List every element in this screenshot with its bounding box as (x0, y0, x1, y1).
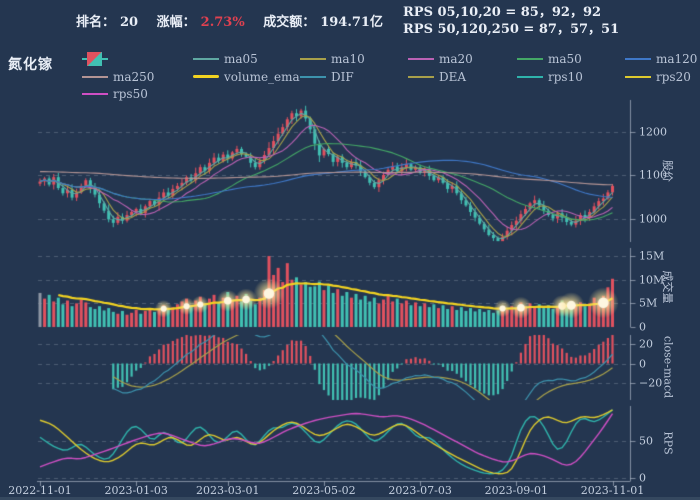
legend-label: ma250 (113, 69, 155, 84)
rps-summary-line-2: RPS 50,120,250 = 87，57，51 (403, 22, 620, 37)
x-tick-label: 2023-07-03 (388, 484, 452, 497)
legend-label: ma120 (656, 52, 698, 66)
y-tick-label: 15M (639, 249, 665, 263)
y-tick-label: 20 (639, 337, 653, 351)
legend: ma05 ma10 ma20 ma50 ma120 ma250 volume_ema DIF D… (0, 0, 700, 105)
legend-label: DIF (331, 69, 354, 84)
turnover-value: 194.71亿 (320, 15, 383, 30)
legend-swatch-ma120 (625, 58, 651, 60)
legend-swatch-ma250 (82, 75, 108, 78)
x-tick-label: 2023-09-01 (484, 484, 549, 497)
legend-label: ma10 (331, 52, 365, 66)
y-tick-label: 5M (639, 296, 658, 310)
axis-title-macd: close-macd (661, 335, 675, 399)
rank-value: 20 (120, 15, 139, 30)
legend-swatch-ma20 (408, 58, 434, 60)
legend-swatch-rps50 (82, 93, 108, 95)
legend-swatch-rps10 (517, 75, 543, 78)
x-tick-label: 2022-11-01 (8, 484, 72, 497)
legend-label: rps50 (113, 87, 148, 101)
x-tick-label: 2023-11-01 (580, 484, 645, 497)
instrument-name: 氮化镓 (8, 57, 53, 73)
y-tick-label: 1200 (639, 125, 667, 138)
y-tick-label: 10M (639, 273, 665, 287)
x-tick-label: 2023-05-02 (292, 484, 356, 497)
change-stat: 涨幅： 2.73% (157, 15, 245, 30)
y-tick-label: −20 (639, 376, 663, 390)
legend-label: DEA (439, 69, 467, 84)
legend-swatch-DEA (408, 75, 434, 78)
change-value: 2.73% (200, 15, 245, 30)
rps-summary: RPS 05,10,20 = 85，92，92 RPS 50,120,250 =… (403, 4, 619, 38)
legend-swatch-DIF (300, 75, 326, 78)
window-edge (0, 497, 700, 500)
legend-label: ma05 (224, 52, 258, 66)
legend-swatch-ma50 (517, 58, 543, 60)
y-tick-label: 0 (639, 357, 646, 370)
legend-swatch-volume_ema (193, 74, 219, 78)
y-tick-label: 1000 (639, 212, 667, 225)
y-tick-label: 0 (639, 471, 646, 485)
turnover-stat: 成交额： 194.71亿 (263, 15, 383, 30)
legend-swatch-rps20 (625, 75, 651, 78)
legend-label: rps20 (656, 69, 691, 84)
rank-label: 排名： (76, 15, 116, 30)
axis-title-volume: 成交量 (661, 270, 674, 304)
x-tick-label: 2023-03-01 (196, 484, 260, 497)
legend-swatch-ma10 (300, 58, 326, 60)
legend-label: ma20 (439, 52, 473, 66)
header-stats: 排名： 20 涨幅： 2.73% 成交额： 194.71亿 (76, 11, 397, 30)
candlestick-legend-icon (82, 52, 108, 66)
axis-title-price: 股价 (661, 160, 674, 182)
change-label: 涨幅： (156, 15, 196, 30)
legend-label: ma50 (548, 52, 582, 66)
y-tick-label: 1100 (639, 168, 667, 182)
rps-summary-line-1: RPS 05,10,20 = 85，92，92 (403, 5, 602, 20)
axis-title-rps: RPS (661, 431, 675, 455)
legend-label: rps10 (548, 69, 583, 84)
y-tick-label: 50 (639, 434, 653, 448)
rank-stat: 排名： 20 (76, 15, 138, 30)
legend-label: volume_ema (224, 69, 300, 84)
turnover-label: 成交额： (263, 15, 316, 30)
x-tick-label: 2023-01-03 (104, 484, 168, 497)
legend-swatch-ma05 (193, 58, 219, 60)
y-tick-label: 0 (639, 320, 646, 334)
